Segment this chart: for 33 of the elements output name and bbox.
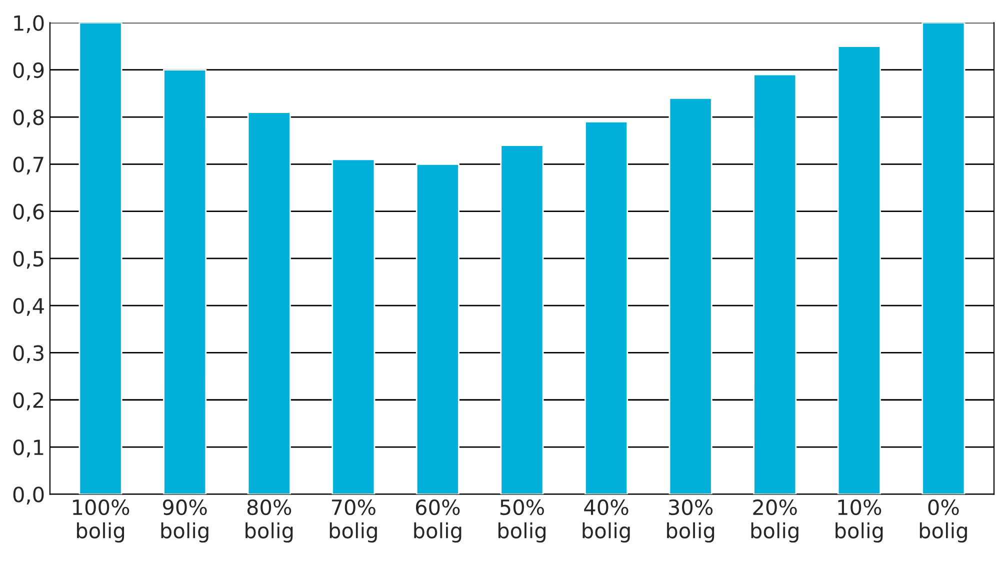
x-tick-label: 60% bolig [414,499,462,543]
y-tick-label: 0,2 [13,392,44,410]
y-tick-label: 0,9 [13,62,44,80]
x-tick-label: 20% bolig [751,499,798,543]
x-tick-label: 80% bolig [246,499,293,543]
y-tick-label: 0,5 [13,250,44,269]
y-tick-label: 0,0 [13,486,44,504]
bar [416,163,460,494]
x-tick-label: 40% bolig [582,499,630,543]
bar [500,144,544,494]
y-tick-label: 1,0 [14,15,44,34]
y-tick-label: 0,3 [13,345,44,364]
y-tick-label: 0,7 [13,156,44,174]
x-tick-label: 90% bolig [161,499,208,543]
bar [922,22,966,494]
x-tick-label: 70% bolig [330,499,377,543]
bar [668,97,712,494]
bar [78,22,122,494]
bar [753,74,797,494]
x-tick-label: 50% bolig [498,499,546,543]
bar [332,158,376,494]
x-tick-label: 10% bolig [836,499,883,543]
x-tick-label: 0% bolig [920,499,967,543]
y-tick-label: 0,4 [13,298,44,316]
y-tick-label: 0,8 [13,109,44,128]
x-tick-label: 30% bolig [667,499,714,543]
y-tick-label: 0,6 [13,204,44,222]
bar [247,112,291,494]
y-tick-label: 0,1 [13,439,44,458]
bar [837,46,881,494]
bar [584,121,628,494]
bar [163,69,207,494]
x-tick-label: 100% bolig [73,499,130,543]
